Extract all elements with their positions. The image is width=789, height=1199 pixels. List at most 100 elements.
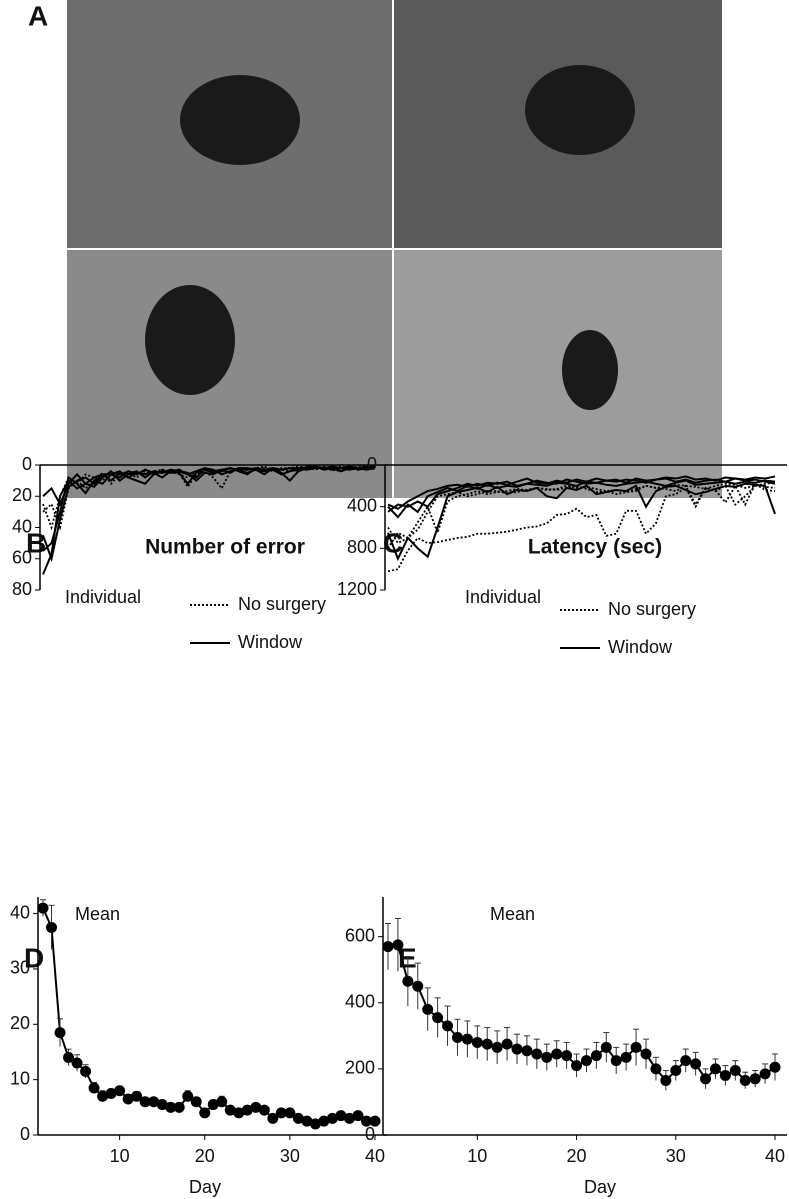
mean-point [551, 1048, 563, 1060]
mean-point [719, 1070, 731, 1081]
mean-point [360, 1115, 372, 1127]
mean-point [275, 1107, 287, 1119]
mean-point [432, 1012, 444, 1024]
mean-point [511, 1043, 523, 1055]
y-tick-label: 40 [12, 516, 32, 536]
mean-point [97, 1090, 109, 1102]
mean-point [442, 1020, 454, 1032]
mean-point [402, 975, 414, 987]
y-tick-label: 80 [12, 579, 32, 599]
panel-label: B [26, 527, 46, 558]
y-tick-label: 0 [20, 1124, 30, 1144]
mean-point [670, 1065, 682, 1077]
legend-label: No surgery [608, 599, 696, 619]
annotation: Individual [65, 587, 141, 607]
chart-title: Number of error [145, 536, 305, 559]
mean-point [481, 1038, 493, 1050]
mean-point [700, 1073, 712, 1085]
mean-line [387, 943, 776, 1082]
mean-point [369, 1115, 381, 1127]
mean-point [571, 1060, 583, 1072]
mean-point [335, 1110, 347, 1122]
mean-point [105, 1087, 117, 1099]
x-tick-label: 20 [567, 1146, 587, 1166]
y-tick-label: 20 [10, 1013, 30, 1033]
x-tick-label: 10 [110, 1146, 130, 1166]
mean-point [156, 1099, 168, 1111]
mean-point [258, 1104, 270, 1116]
mean-point [660, 1074, 672, 1086]
mean-point [461, 1033, 473, 1045]
legend-label: Window [238, 632, 303, 652]
series-line [387, 477, 776, 513]
x-tick-label: 30 [280, 1146, 300, 1166]
mean-point [114, 1085, 126, 1097]
photo-mouse [145, 285, 235, 395]
mean-point [88, 1082, 100, 1094]
y-tick-label: 800 [347, 537, 377, 557]
y-tick-label: 0 [365, 1124, 375, 1144]
photo-mouse [180, 75, 300, 165]
y-tick-label: 30 [10, 958, 30, 978]
chart-title: Latency (sec) [528, 536, 662, 559]
mean-point [71, 1057, 83, 1069]
mean-point [531, 1048, 543, 1060]
mean-point [729, 1065, 741, 1077]
mean-point [301, 1115, 313, 1127]
mean-point [491, 1041, 503, 1053]
mean-point [80, 1065, 92, 1077]
x-tick-label: 30 [666, 1146, 686, 1166]
mean-point [630, 1041, 642, 1053]
panel-label: A [28, 0, 48, 31]
mean-point [122, 1093, 134, 1105]
mean-point [309, 1118, 321, 1130]
mean-point [382, 941, 394, 953]
mean-point [422, 1003, 434, 1015]
mean-point [224, 1104, 236, 1116]
mean-point [769, 1061, 781, 1073]
series-line [387, 482, 776, 562]
mean-point [412, 980, 424, 992]
photo [67, 250, 392, 498]
mean-point [267, 1112, 279, 1124]
x-tick-label: 10 [467, 1146, 487, 1166]
panel-label: D [24, 942, 44, 973]
mean-point [709, 1063, 721, 1075]
x-axis-label: Day [584, 1177, 616, 1197]
mean-point [680, 1055, 692, 1067]
mean-point [190, 1096, 202, 1108]
mean-point [182, 1090, 194, 1102]
y-tick-label: 0 [22, 454, 32, 474]
mean-point [600, 1041, 612, 1053]
mean-point [739, 1074, 751, 1086]
mean-point [690, 1058, 702, 1070]
annotation: Individual [465, 587, 541, 607]
legend-label: No surgery [238, 594, 326, 614]
mean-point [131, 1090, 143, 1102]
y-tick-label: 400 [345, 992, 375, 1012]
y-tick-label: 10 [10, 1068, 30, 1088]
photo-mouse [562, 330, 618, 410]
mean-point [37, 902, 49, 914]
mean-point [650, 1063, 662, 1075]
mean-point [561, 1050, 573, 1062]
mean-point [640, 1048, 652, 1060]
photo-mouse [525, 65, 635, 155]
mean-point [241, 1104, 253, 1116]
mean-point [173, 1101, 185, 1113]
mean-point [590, 1050, 602, 1062]
mean-point [749, 1073, 761, 1085]
annotation: Mean [75, 904, 120, 924]
mean-point [233, 1107, 245, 1119]
y-tick-label: 60 [12, 548, 32, 568]
mean-point [451, 1031, 463, 1043]
mean-point [343, 1112, 355, 1124]
mean-point [207, 1099, 219, 1111]
mean-point [165, 1101, 177, 1113]
y-tick-label: 40 [10, 902, 30, 922]
x-axis-label: Day [189, 1177, 221, 1197]
series-line [42, 465, 376, 507]
x-tick-label: 20 [195, 1146, 215, 1166]
y-tick-label: 0 [367, 454, 377, 474]
mean-point [199, 1107, 211, 1119]
